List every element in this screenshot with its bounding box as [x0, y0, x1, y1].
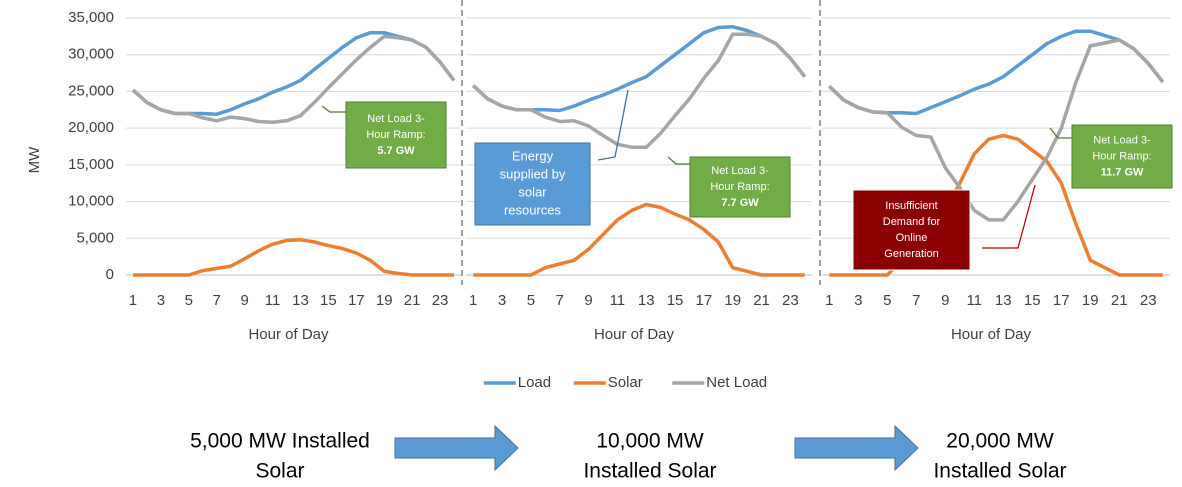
x-tick-label: 13 — [995, 292, 1012, 309]
y-axis-label: MW — [26, 146, 43, 173]
annotation-text: Net Load 3- — [711, 165, 769, 177]
series-line — [472, 25, 807, 113]
x-tick-label: 21 — [753, 292, 770, 309]
caption: Installed Solar — [583, 460, 716, 483]
x-tick-label: 1 — [129, 292, 137, 309]
arrow — [794, 424, 919, 472]
annotation-emphasis: 7.7 GW — [721, 197, 759, 209]
y-tick-label: 10,000 — [68, 193, 114, 210]
y-tick-label: 20,000 — [68, 119, 114, 136]
x-tick-label: 9 — [584, 292, 592, 309]
x-tick-label: 3 — [157, 292, 165, 309]
series-line — [472, 32, 807, 149]
x-tick-label: 1 — [469, 292, 477, 309]
x-tick-label: 11 — [966, 292, 982, 309]
x-tick-label: 17 — [1053, 292, 1070, 309]
arrow — [394, 424, 519, 472]
series-line — [131, 34, 456, 125]
series-line — [829, 133, 1163, 277]
annotation-box — [689, 156, 791, 218]
legend-label: Solar — [608, 374, 643, 391]
series-line — [828, 29, 1165, 116]
caption: Solar — [255, 460, 304, 483]
x-tick-label: 11 — [265, 292, 281, 309]
x-tick-label: 3 — [854, 292, 862, 309]
x-tick-label: 7 — [912, 292, 920, 309]
x-tick-label: 23 — [1140, 292, 1157, 309]
annotation-text: solar — [518, 184, 547, 199]
x-tick-label: 13 — [292, 292, 309, 309]
x-tick-label: 15 — [667, 292, 684, 309]
caption: 20,000 MW — [946, 430, 1054, 453]
x-tick-label: 7 — [213, 292, 221, 309]
x-tick-label: 19 — [724, 292, 741, 309]
x-tick-label: 17 — [348, 292, 365, 309]
caption: 10,000 MW — [596, 430, 704, 453]
annotation-text: Net Load 3- — [367, 113, 425, 125]
annotation-text: Hour Ramp: — [710, 181, 769, 193]
annotation-text: Insufficient — [885, 200, 937, 212]
y-tick-label: 25,000 — [68, 82, 114, 99]
series-line — [133, 238, 454, 277]
annotation-emphasis: 11.7 GW — [1101, 166, 1144, 178]
annotation-box — [852, 189, 971, 271]
x-tick-label: 15 — [1024, 292, 1041, 309]
y-tick-label: 0 — [106, 266, 114, 283]
caption: Installed Solar — [933, 460, 1066, 483]
y-tick-label: 5,000 — [76, 229, 114, 246]
annotation-box — [474, 142, 591, 226]
x-tick-label: 9 — [941, 292, 949, 309]
legend-label: Net Load — [706, 374, 767, 391]
x-tick-label: 19 — [376, 292, 393, 309]
x-tick-label: 23 — [432, 292, 449, 309]
annotation-leader — [1049, 127, 1072, 139]
x-tick-label: 5 — [527, 292, 535, 309]
x-tick-label: 11 — [610, 292, 626, 309]
y-tick-label: 35,000 — [68, 9, 114, 26]
annotation-text: Net Load 3- — [1093, 134, 1151, 146]
x-tick-label: 13 — [638, 292, 655, 309]
annotation-text: Hour Ramp: — [366, 129, 425, 141]
legend-label: Load — [518, 374, 551, 391]
x-tick-label: 1 — [825, 292, 833, 309]
x-axis-label: Hour of Day — [248, 326, 329, 343]
annotation-text: Online — [896, 232, 928, 244]
annotation-text: Demand for — [883, 216, 941, 228]
x-tick-label: 23 — [782, 292, 799, 309]
annotation-box — [1071, 124, 1173, 189]
annotation-box — [345, 101, 447, 169]
annotation-text: supplied by — [500, 166, 566, 181]
x-tick-label: 3 — [498, 292, 506, 309]
annotation-leader — [321, 105, 346, 113]
annotation-leader — [982, 184, 1036, 249]
annotation-text: Generation — [884, 248, 938, 260]
x-tick-label: 5 — [883, 292, 891, 309]
caption: 5,000 MW Installed — [190, 430, 370, 453]
annotation-emphasis: 5.7 GW — [377, 145, 415, 157]
series-line — [828, 38, 1165, 222]
x-tick-label: 5 — [185, 292, 193, 309]
x-axis-label: Hour of Day — [951, 326, 1032, 343]
annotation-text: Hour Ramp: — [1092, 150, 1151, 162]
annotation-leader — [667, 156, 690, 165]
y-tick-label: 30,000 — [68, 46, 114, 63]
x-axis-label: Hour of Day — [594, 326, 675, 343]
x-tick-label: 19 — [1082, 292, 1099, 309]
x-tick-label: 21 — [404, 292, 421, 309]
annotation-text: resources — [504, 202, 562, 217]
x-tick-label: 7 — [556, 292, 564, 309]
x-tick-label: 9 — [240, 292, 248, 309]
x-tick-label: 17 — [696, 292, 713, 309]
series-line — [473, 202, 805, 277]
annotation-text: Energy — [512, 148, 554, 163]
x-tick-label: 15 — [320, 292, 337, 309]
x-tick-label: 21 — [1111, 292, 1128, 309]
annotation-leader — [597, 89, 629, 161]
y-tick-label: 15,000 — [68, 156, 114, 173]
